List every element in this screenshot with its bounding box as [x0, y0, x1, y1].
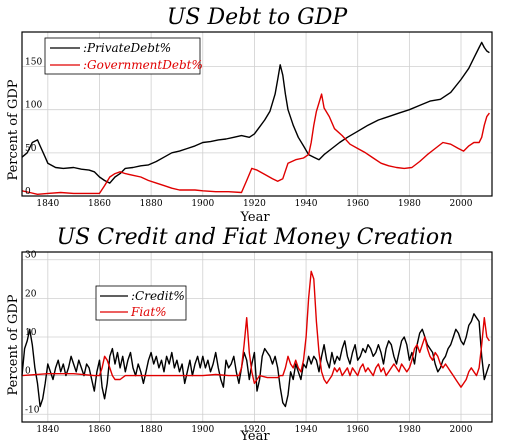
x-tick-label: 1840 [36, 425, 59, 435]
y-tick-label: 0 [25, 187, 31, 197]
x-tick-label: 2000 [450, 425, 473, 435]
legend-entry-fiat: Fiat% [130, 305, 167, 319]
chart-title: US Credit and Fiat Money Creation [57, 225, 454, 250]
x-tick-label: 1980 [398, 199, 421, 209]
x-tick-label: 1940 [295, 425, 318, 435]
legend-entry-credit: :Credit% [131, 289, 185, 303]
y-tick-label: 10 [25, 328, 37, 338]
y-tick-label: 30 [25, 251, 37, 261]
x-tick-label: 1920 [243, 199, 266, 209]
debt-to-gdp-chart: US Debt to GDP 1840 1860 1880 1900 1920 1940 1… [6, 5, 493, 225]
x-axis-label: Year [239, 210, 270, 225]
y-tick-label: 20 [25, 289, 37, 299]
x-tick-label: 1860 [88, 425, 111, 435]
x-tick-label: 1860 [88, 199, 111, 209]
plot-frame [21, 251, 493, 423]
y-axis-label: Percent of GDP [6, 294, 21, 395]
x-tick-label: 1900 [191, 199, 214, 209]
x-tick-label: 1960 [346, 425, 369, 435]
chart-title: US Debt to GDP [167, 5, 348, 30]
series-line-privatedebt [21, 41, 490, 184]
plot-frame [21, 31, 493, 197]
y-tick-label: 50 [25, 144, 37, 154]
credit-fiat-chart: US Credit and Fiat Money Creation 1840 18… [6, 225, 493, 444]
y-tick-label: 100 [25, 101, 42, 111]
x-tick-label: 1980 [398, 425, 421, 435]
y-axis-label: Percent of GDP [6, 79, 21, 180]
x-tick-label: 1880 [140, 199, 163, 209]
x-tick-label: 1940 [295, 199, 318, 209]
x-tick-label: 1920 [243, 425, 266, 435]
y-tick-label: 150 [25, 58, 42, 68]
x-tick-label: 1840 [36, 199, 59, 209]
legend-entry-government-debt: :GovernmentDebt% [83, 58, 203, 72]
x-tick-label: 2000 [450, 199, 473, 209]
x-axis-label: Year [239, 429, 270, 444]
legend: :Credit% Fiat% [95, 285, 187, 321]
series-line-governmentdebt [21, 93, 490, 195]
series-line-credit [21, 313, 491, 408]
y-tick-label: -10 [25, 405, 40, 415]
x-tick-label: 1960 [346, 199, 369, 209]
series-line-fiat [21, 270, 490, 388]
y-tick-label: 0 [25, 367, 31, 377]
legend-entry-private-debt: :PrivateDebt% [83, 41, 171, 55]
x-tick-label: 1900 [191, 425, 214, 435]
legend: :PrivateDebt% :GovernmentDebt% [44, 37, 203, 75]
x-tick-label: 1880 [140, 425, 163, 435]
